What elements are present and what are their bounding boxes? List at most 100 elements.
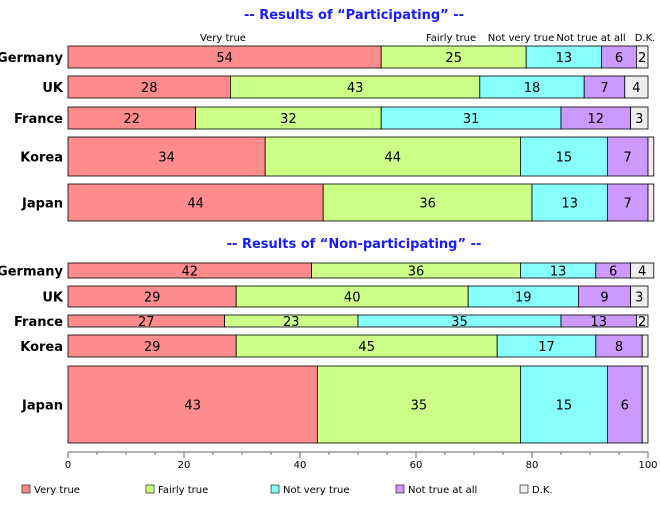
x-tick-label: 100 (638, 460, 657, 471)
bar-segment (264, 136, 521, 177)
chart-title: -- Results of “Participating” -- (244, 8, 464, 23)
data-label: 17 (538, 340, 555, 355)
data-label: 6 (621, 399, 629, 414)
category-label: Korea (20, 340, 63, 355)
legend-swatch (395, 484, 405, 494)
series-header-label: Not true at all (556, 33, 625, 44)
data-label: 15 (556, 151, 573, 166)
data-label: 44 (187, 197, 204, 212)
category-label: Japan (21, 399, 63, 414)
data-label: 18 (524, 81, 541, 96)
bar-segment (67, 183, 324, 222)
data-label: 43 (347, 81, 364, 96)
data-label: 13 (556, 51, 573, 66)
legend-label: Not true at all (408, 485, 477, 496)
bar-segment (647, 183, 655, 222)
series-header-label: Very true (200, 33, 246, 44)
legend-label: Very true (34, 485, 80, 496)
data-label: 15 (556, 399, 573, 414)
legend-label: Not very true (283, 485, 350, 496)
data-label: 2 (638, 315, 646, 330)
data-label: 23 (283, 315, 300, 330)
data-label: 9 (600, 291, 608, 306)
legend-swatch (145, 484, 155, 494)
data-label: 36 (419, 197, 436, 212)
data-label: 13 (590, 315, 607, 330)
legend-label: Fairly true (158, 485, 208, 496)
data-label: 29 (144, 291, 161, 306)
data-label: 25 (445, 51, 462, 66)
data-label: 54 (216, 51, 233, 66)
data-label: 36 (408, 265, 425, 280)
data-label: 44 (385, 151, 402, 166)
data-label: 40 (344, 291, 361, 306)
x-tick-label: 60 (410, 460, 423, 471)
data-label: 29 (144, 340, 161, 355)
bar-segment (647, 136, 655, 177)
category-label: France (14, 112, 63, 127)
chart-title: -- Results of “Non-participating” -- (227, 237, 482, 252)
bar-segment (322, 183, 533, 222)
data-label: 27 (138, 315, 155, 330)
data-label: 22 (124, 112, 141, 127)
legend-swatch (519, 484, 529, 494)
category-label: Germany (0, 51, 64, 66)
data-label: 12 (588, 112, 605, 127)
series-header-label: Fairly true (426, 33, 476, 44)
data-label: 6 (615, 51, 623, 66)
series-header-label: D.K. (635, 33, 656, 44)
bar-segment (641, 365, 649, 444)
legend-swatch (21, 484, 31, 494)
bar-segment (630, 106, 649, 130)
data-label: 8 (615, 340, 623, 355)
data-label: 6 (609, 265, 617, 280)
data-label: 13 (561, 197, 578, 212)
x-tick-label: 0 (65, 460, 71, 471)
data-label: 35 (451, 315, 468, 330)
data-label: 35 (411, 399, 428, 414)
data-label: 7 (624, 151, 632, 166)
data-label: 32 (280, 112, 297, 127)
category-label: Germany (0, 265, 64, 280)
x-tick-label: 80 (526, 460, 539, 471)
data-label: 7 (624, 197, 632, 212)
series-header-label: Not very true (488, 33, 555, 44)
category-label: UK (42, 291, 64, 306)
data-label: 19 (515, 291, 532, 306)
bar-segment (67, 365, 318, 444)
data-label: 3 (635, 291, 643, 306)
bar-segment (641, 334, 649, 358)
bar-segment (316, 365, 521, 444)
x-tick-label: 20 (178, 460, 191, 471)
data-label: 13 (550, 265, 567, 280)
bar-segment (607, 365, 643, 444)
category-label: Korea (20, 151, 63, 166)
data-label: 42 (182, 265, 199, 280)
bar-segment (67, 136, 266, 177)
data-label: 28 (141, 81, 158, 96)
legend-label: D.K. (532, 485, 553, 496)
data-label: 4 (632, 81, 640, 96)
bar-segment (520, 136, 608, 177)
data-label: 31 (463, 112, 480, 127)
legend-swatch (270, 484, 280, 494)
data-label: 4 (638, 265, 646, 280)
bar-segment (636, 45, 649, 69)
data-label: 34 (158, 151, 175, 166)
data-label: 7 (600, 81, 608, 96)
data-label: 45 (358, 340, 375, 355)
category-label: Japan (21, 197, 63, 212)
data-label: 2 (638, 51, 646, 66)
data-label: 43 (184, 399, 201, 414)
bar-segment (607, 183, 649, 222)
category-label: UK (42, 81, 64, 96)
x-tick-label: 40 (294, 460, 307, 471)
data-label: 3 (635, 112, 643, 127)
bar-segment (531, 183, 608, 222)
bar-segment (630, 262, 655, 279)
category-label: France (14, 315, 63, 330)
bar-segment (624, 75, 649, 99)
bar-segment (636, 314, 649, 328)
bar-segment (630, 285, 649, 308)
